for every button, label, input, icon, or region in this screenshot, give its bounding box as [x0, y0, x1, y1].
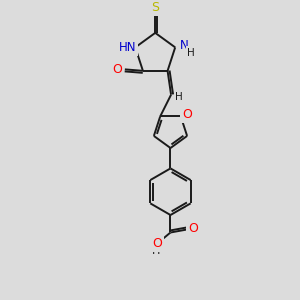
Text: O: O	[112, 63, 122, 76]
Text: HN: HN	[118, 41, 136, 54]
Text: O: O	[188, 222, 198, 235]
Text: O: O	[152, 237, 162, 250]
Text: N: N	[180, 39, 188, 52]
Text: H: H	[175, 92, 183, 102]
Text: H: H	[152, 246, 161, 256]
Text: H: H	[187, 48, 195, 58]
Text: O: O	[182, 108, 192, 122]
Text: S: S	[151, 1, 159, 14]
